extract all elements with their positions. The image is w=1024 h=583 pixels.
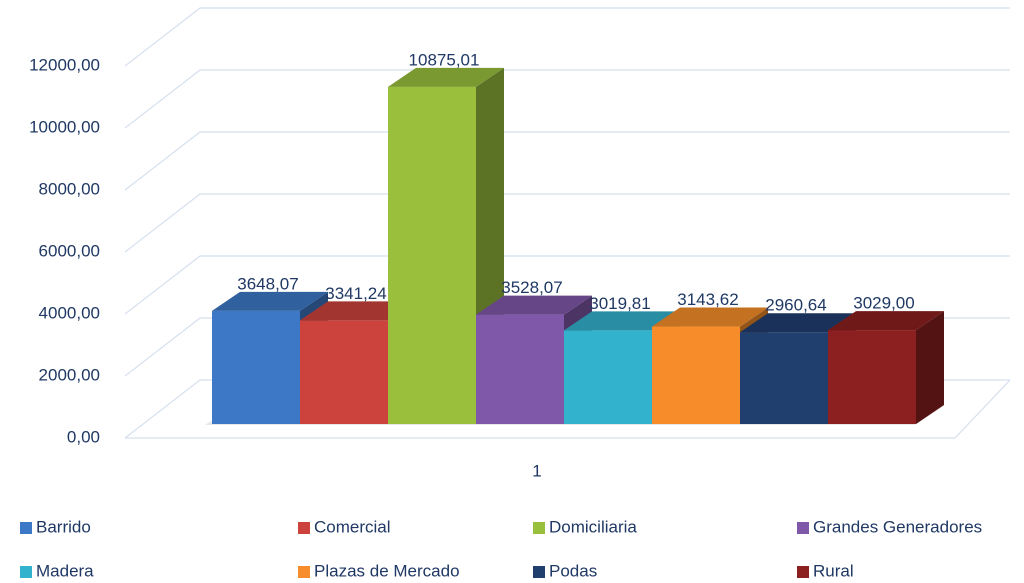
bar-top [740,313,856,333]
bar-top [652,307,768,327]
y-tick-label: 0,00 [67,427,100,446]
bar [652,326,740,424]
bar [564,330,652,424]
bar-top [300,301,416,321]
data-label: 3019,81 [589,294,650,313]
bar-top [476,295,592,315]
legend-swatch [20,566,32,578]
bar [828,330,916,424]
legend-label: Podas [549,561,597,580]
grid-line [124,7,1010,67]
floor-edge [954,379,1011,439]
bar [212,310,300,424]
grid-line [124,131,1010,191]
legend-swatch [298,522,310,534]
grid-line [124,255,1010,315]
legend-swatch [797,566,809,578]
grid-line [124,69,1010,129]
y-tick-label: 2000,00 [39,365,100,384]
legend-label: Domiciliaria [549,517,637,536]
bar-top [212,291,328,311]
bar [388,86,476,424]
legend-label: Grandes Generadores [813,517,982,536]
bar-side [916,311,944,424]
bar [740,332,828,424]
x-tick-label: 1 [532,461,541,480]
data-label: 3648,07 [237,274,298,293]
bar-top [828,311,944,331]
data-label: 2960,64 [765,296,826,315]
data-label: 3528,07 [501,278,562,297]
legend-swatch [533,566,545,578]
legend-swatch [533,522,545,534]
legend-label: Comercial [314,517,391,536]
bar-top [388,67,504,87]
legend-label: Barrido [36,517,91,536]
grid-line [124,193,1010,253]
legend-swatch [298,566,310,578]
data-label: 3341,24 [325,284,386,303]
y-tick-label: 6000,00 [39,241,100,260]
y-tick-label: 8000,00 [39,179,100,198]
data-label: 3029,00 [853,294,914,313]
y-tick-label: 10000,00 [29,117,100,136]
y-tick-label: 4000,00 [39,303,100,322]
legend-swatch [797,522,809,534]
legend-label: Rural [813,561,854,580]
bar-top [564,311,680,331]
y-tick-label: 12000,00 [29,55,100,74]
bar [300,320,388,424]
legend-swatch [20,522,32,534]
data-label: 3143,62 [677,290,738,309]
bar [476,314,564,424]
data-label: 10875,01 [409,50,480,69]
legend-label: Plazas de Mercado [314,561,460,580]
legend-label: Madera [36,561,94,580]
